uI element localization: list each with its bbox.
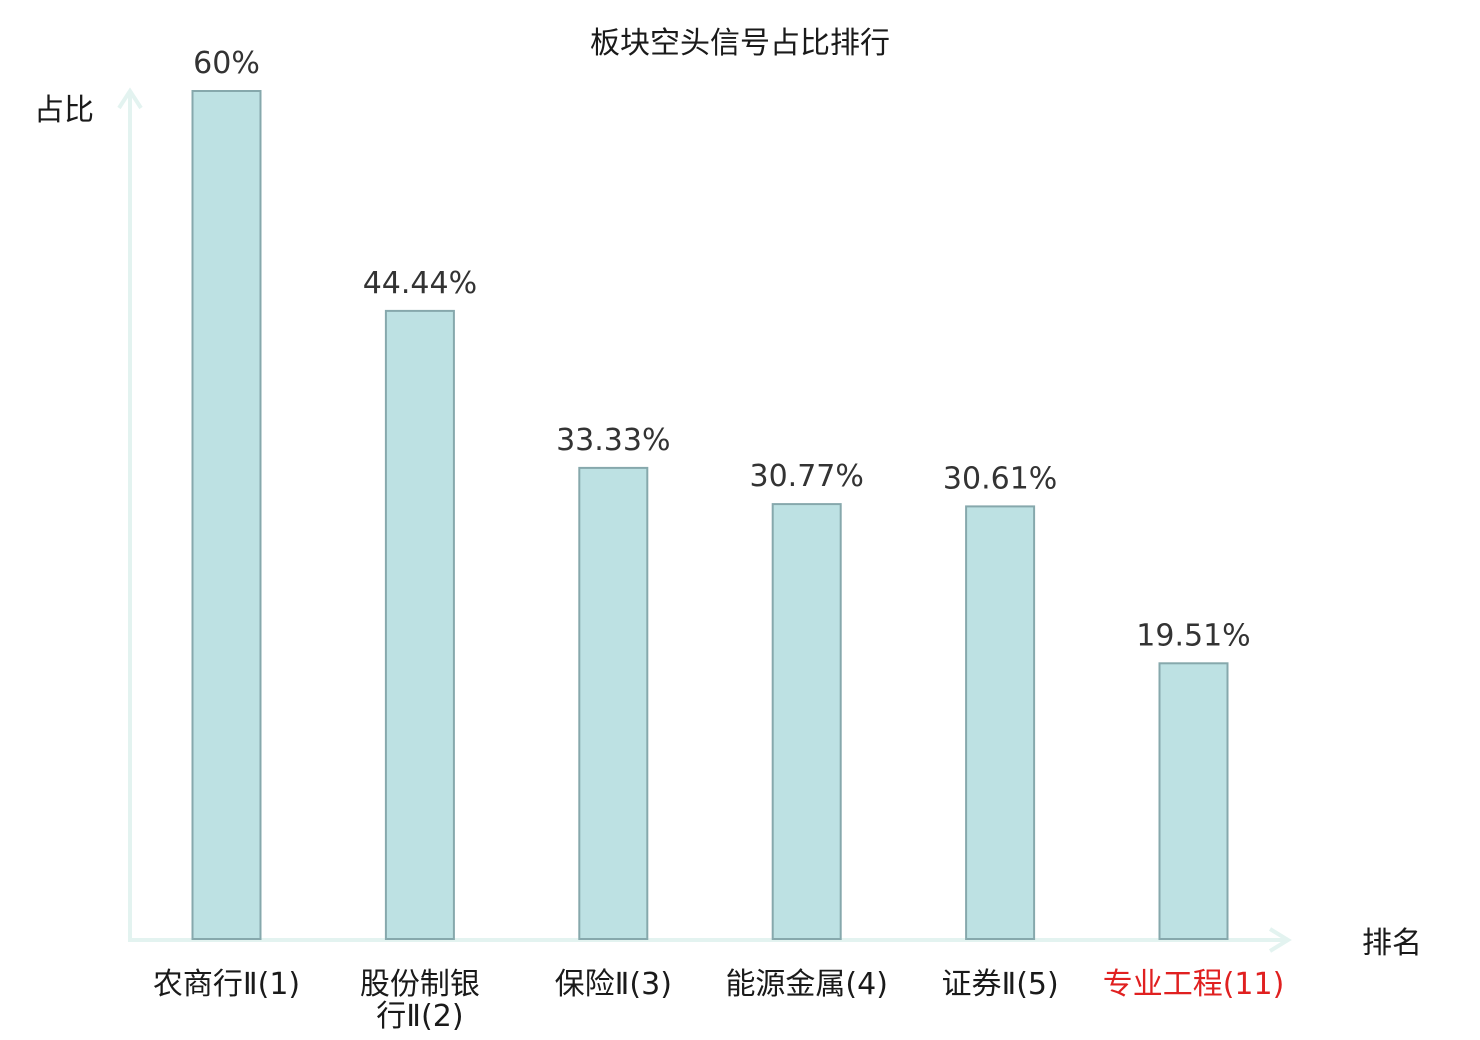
value-labels-group: 60% 44.44% 33.33% 30.77% 30.61% 19.51% [193,46,1251,653]
category-label-line: 能源金属(4) [725,967,888,1002]
category-label-line: 农商行Ⅱ(1) [153,967,300,1002]
category-label-line: 保险Ⅱ(3) [555,967,672,1002]
x-axis-arrow [1268,927,1292,953]
value-label: 60% [193,46,260,81]
value-label: 44.44% [363,266,477,301]
axes [117,87,1292,953]
x-axis-title: 排名 [1362,926,1422,961]
bar [191,90,262,940]
category-label-line: 专业工程(11) [1103,967,1285,1002]
category-label: 股份制银行Ⅱ(2) [360,967,480,1034]
value-label: 33.33% [556,423,670,458]
y-axis-arrow [117,87,143,110]
category-label-line: 行Ⅱ(2) [376,999,463,1034]
y-axis-title: 占比 [34,93,94,128]
category-labels-group: 农商行Ⅱ(1) 股份制银行Ⅱ(2) 保险Ⅱ(3) 能源金属(4) 证券Ⅱ(5) 专业工程(… [153,967,1284,1034]
category-label-line: 股份制银 [360,967,480,1002]
category-label: 保险Ⅱ(3) [555,967,672,1002]
value-label: 30.77% [750,459,864,494]
bar [771,503,842,940]
bars-group [191,90,1229,940]
category-label: 农商行Ⅱ(1) [153,967,300,1002]
category-label-line: 证券Ⅱ(5) [941,967,1058,1002]
category-label: 专业工程(11) [1103,967,1285,1002]
category-label: 能源金属(4) [725,967,888,1002]
value-label: 19.51% [1136,618,1250,653]
bar [578,466,649,940]
bar [384,309,455,940]
chart-title: 板块空头信号占比排行 [590,26,890,61]
bar [1158,662,1229,940]
category-label: 证券Ⅱ(5) [941,967,1058,1002]
bar [965,505,1036,940]
value-label: 30.61% [943,461,1057,496]
